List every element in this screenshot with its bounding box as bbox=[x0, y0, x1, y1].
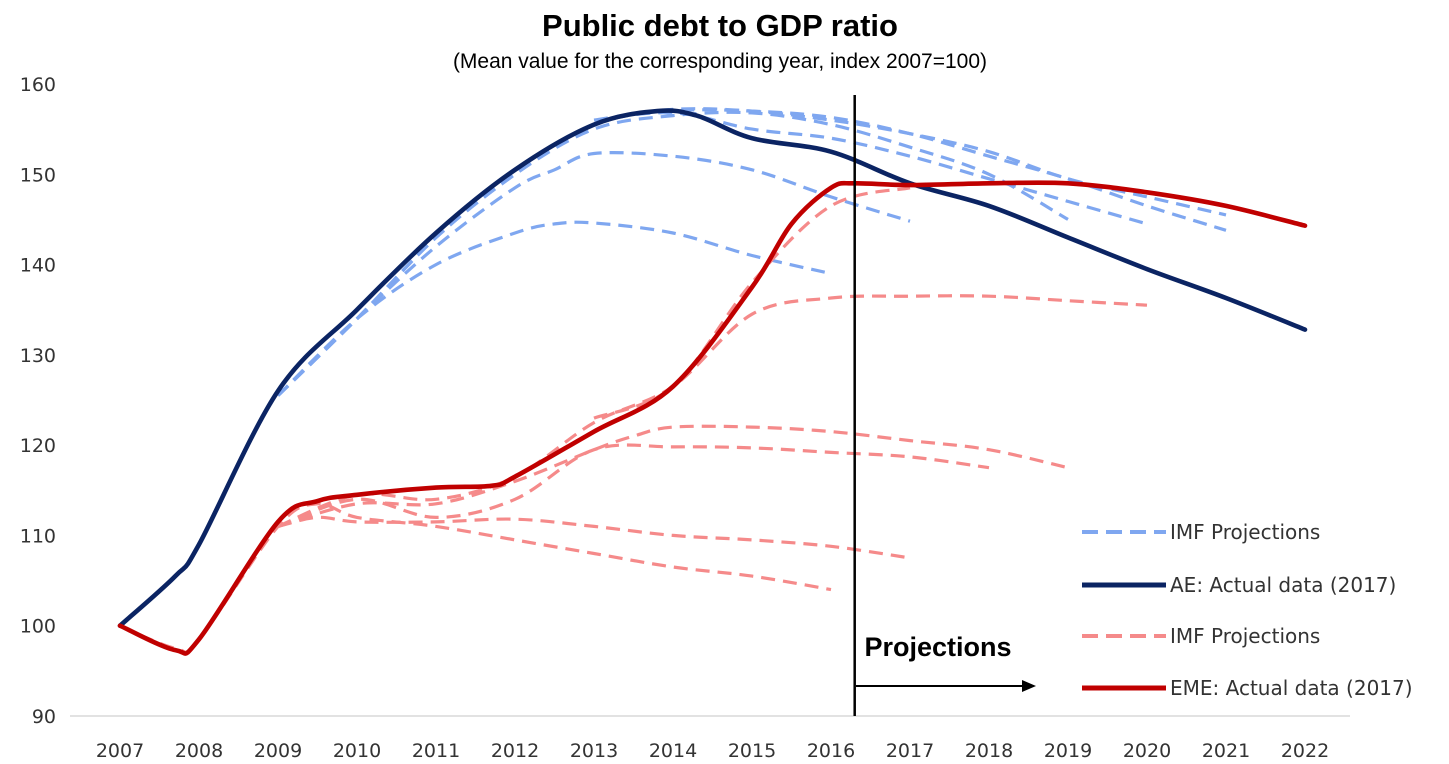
x-tick-label: 2022 bbox=[1281, 740, 1329, 762]
x-tick-label: 2017 bbox=[886, 740, 934, 762]
projections-arrow bbox=[856, 680, 1036, 692]
chart-title: Public debt to GDP ratio bbox=[542, 8, 898, 43]
eme-projection-line bbox=[277, 515, 911, 560]
ae-projection-line bbox=[276, 110, 1069, 397]
eme-projection-line bbox=[593, 186, 911, 420]
x-tick-label: 2007 bbox=[96, 740, 144, 762]
x-tick-label: 2009 bbox=[254, 740, 302, 762]
x-tick-label: 2019 bbox=[1044, 740, 1092, 762]
y-tick-label: 120 bbox=[20, 435, 56, 457]
x-tick-label: 2020 bbox=[1123, 740, 1171, 762]
legend-label-imf-projections: IMF Projections bbox=[1170, 624, 1320, 648]
legend-label-imf-projections: IMF Projections bbox=[1170, 520, 1320, 544]
y-tick-label: 130 bbox=[20, 345, 56, 367]
eme-projection-line bbox=[277, 443, 990, 528]
legend: IMF Projections AE: Actual data (2017) IMF… bbox=[1082, 520, 1413, 700]
y-tick-label: 90 bbox=[32, 706, 56, 728]
x-tick-label: 2013 bbox=[570, 740, 618, 762]
x-tick-label: 2018 bbox=[965, 740, 1013, 762]
ae-projection-line bbox=[276, 151, 911, 397]
chart-subtitle: (Mean value for the corresponding year, … bbox=[453, 50, 987, 73]
x-tick-label: 2016 bbox=[807, 740, 855, 762]
y-tick-label: 140 bbox=[20, 255, 56, 277]
x-axis-ticks: 2007 2008 2009 2010 2011 2012 2013 2014 2015 2016… bbox=[96, 740, 1329, 762]
legend-label-ae-actual-data-2017: AE: Actual data (2017) bbox=[1170, 573, 1396, 597]
legend-label-eme-actual-data-2017: EME: Actual data (2017) bbox=[1170, 676, 1413, 700]
eme-actual-line bbox=[117, 180, 1308, 656]
ae-projection-line bbox=[276, 108, 1227, 397]
eme-projection-line bbox=[119, 502, 832, 654]
projections-annotation: Projections bbox=[864, 632, 1011, 662]
series-layer bbox=[117, 107, 1308, 656]
eme-projection-line bbox=[277, 424, 1069, 528]
x-tick-label: 2015 bbox=[728, 740, 776, 762]
x-tick-label: 2021 bbox=[1202, 740, 1250, 762]
x-tick-label: 2012 bbox=[491, 740, 539, 762]
ae-actual-line bbox=[117, 108, 1308, 628]
y-tick-label: 160 bbox=[20, 74, 56, 96]
eme-projection-line bbox=[277, 294, 1148, 528]
x-tick-label: 2008 bbox=[175, 740, 223, 762]
y-axis-ticks: 90 100 110 120 130 140 150 160 bbox=[20, 74, 56, 728]
y-tick-label: 100 bbox=[20, 616, 56, 638]
x-tick-label: 2014 bbox=[649, 740, 697, 762]
ae-projection-line bbox=[276, 111, 1148, 397]
y-tick-label: 150 bbox=[20, 164, 56, 186]
y-tick-label: 110 bbox=[20, 525, 56, 547]
x-tick-label: 2010 bbox=[333, 740, 381, 762]
x-tick-label: 2011 bbox=[412, 740, 460, 762]
